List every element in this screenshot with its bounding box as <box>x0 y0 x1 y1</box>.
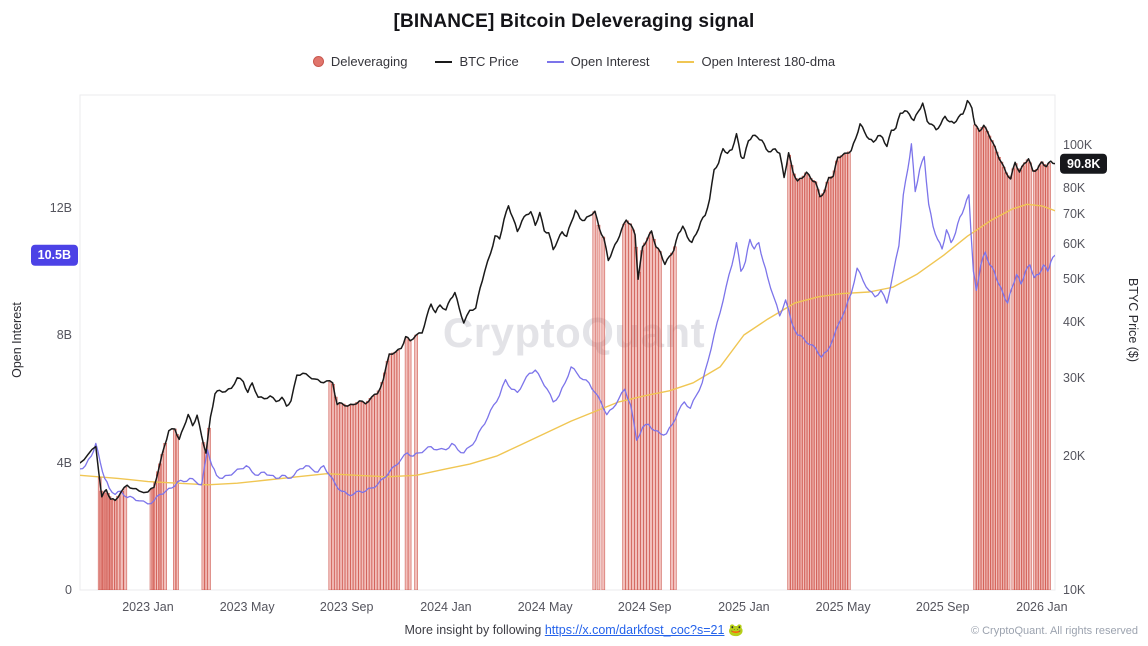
x-axis-tick-2023-jan: 2023 Jan <box>122 600 174 614</box>
deleveraging-bar <box>1006 175 1011 590</box>
series-btc-price <box>80 99 1055 502</box>
right-axis-tick-100K: 100K <box>1063 137 1093 152</box>
plot-frame <box>79 94 1056 591</box>
right-axis-tick-40K: 40K <box>1063 314 1086 329</box>
deleveraging-bar <box>376 390 381 590</box>
left-axis-tick-8B: 8B <box>56 327 72 342</box>
deleveraging-bar <box>592 211 597 590</box>
deleveraging-bar <box>655 247 659 590</box>
legend-item-open-interest-180-dma[interactable]: Open Interest 180-dma <box>677 54 835 69</box>
right-axis-tick-70K: 70K <box>1063 206 1086 221</box>
deleveraging-bar <box>119 490 124 590</box>
copyright-text: © CryptoQuant. All rights reserved <box>970 625 1138 637</box>
deleveraging-bar <box>160 454 164 590</box>
frog-emoji: 🐸 <box>727 623 744 637</box>
deleveraging-bar <box>123 486 128 590</box>
deleveraging-bar <box>625 220 629 590</box>
deleveraging-bar <box>649 231 653 590</box>
series-open-interest-180-dma <box>80 203 1055 486</box>
open-interest-marker-icon <box>546 60 564 63</box>
x-axis-tick-2023-sep: 2023 Sep <box>319 600 374 614</box>
deleveraging-bar <box>640 250 644 590</box>
deleveraging-bar <box>149 488 154 590</box>
x-axis-tick-2025-may: 2025 May <box>815 600 871 614</box>
deleveraging-bars <box>97 124 1051 590</box>
deleveraging-bar <box>116 495 120 590</box>
btc-price-marker-icon <box>435 60 453 63</box>
legend-label-btc-price: BTC Price <box>459 54 519 69</box>
deleveraging-bar <box>175 434 179 590</box>
open-interest-current-badge: 10.5B <box>30 245 78 266</box>
deleveraging-bar <box>652 239 656 590</box>
series-open-interest <box>80 143 1055 505</box>
x-axis-tick-2026-jan: 2026 Jan <box>1016 600 1068 614</box>
right-axis-tick-10K: 10K <box>1063 582 1086 597</box>
deleveraging-bar <box>407 339 412 590</box>
open-interest-180-dma-marker-icon <box>677 60 695 63</box>
left-axis-title: Open Interest <box>10 302 24 378</box>
x-axis-tick-2023-may: 2023 May <box>219 600 275 614</box>
deleveraging-bar <box>622 223 626 590</box>
x-axis-tick-2024-jan: 2024 Jan <box>420 600 472 614</box>
chart-legend: Deleveraging BTC Price Open Interest Open I… <box>0 54 1148 69</box>
deleveraging-bar <box>846 151 851 590</box>
legend-label-open-interest-180-dma: Open Interest 180-dma <box>701 54 836 69</box>
footer: More insight by following https://x.com/… <box>0 623 1148 638</box>
left-axis-tick-4B: 4B <box>56 455 72 470</box>
deleveraging-bar <box>1032 170 1037 590</box>
x-axis-tick-2024-may: 2024 May <box>517 600 573 614</box>
deleveraging-bar <box>634 246 638 590</box>
deleveraging-bar <box>669 252 674 590</box>
deleveraging-bar <box>414 334 418 590</box>
legend-item-btc-price[interactable]: BTC Price <box>435 54 519 69</box>
deleveraging-bar <box>404 337 409 590</box>
footer-link[interactable]: https://x.com/darkfost_coc?s=21 <box>544 623 725 637</box>
left-axis-tick-0: 0 <box>65 582 72 597</box>
deleveraging-bar <box>637 271 641 590</box>
left-axis-tick-12B: 12B <box>49 200 72 215</box>
deleveraging-bar <box>658 251 662 590</box>
deleveraging-bar <box>601 236 606 590</box>
series-lines <box>80 99 1055 505</box>
chart-title: [BINANCE] Bitcoin Deleveraging signal <box>393 11 755 32</box>
x-axis-tick-2025-sep: 2025 Sep <box>915 600 970 614</box>
deleveraging-bar <box>396 350 401 590</box>
deleveraging-marker-icon <box>312 56 324 67</box>
legend-item-open-interest[interactable]: Open Interest <box>546 54 650 69</box>
right-axis-tick-50K: 50K <box>1063 271 1086 286</box>
right-axis-tick-60K: 60K <box>1063 236 1086 251</box>
deleveraging-bar <box>1028 162 1032 590</box>
deleveraging-bar <box>1047 163 1051 590</box>
deleveraging-bar <box>643 242 647 590</box>
legend-label-deleveraging: Deleveraging <box>330 54 408 69</box>
x-axis-tick-2024-sep: 2024 Sep <box>617 600 672 614</box>
deleveraging-bar <box>163 442 167 590</box>
btc-price-current-badge: 90.8K <box>1060 153 1108 174</box>
legend-label-open-interest: Open Interest <box>570 54 650 69</box>
cryptoquant-watermark: CryptoQuant <box>442 309 706 356</box>
deleveraging-bar <box>596 224 601 590</box>
right-axis-tick-20K: 20K <box>1063 448 1086 463</box>
legend-item-deleveraging[interactable]: Deleveraging <box>312 54 408 69</box>
deleveraging-bar <box>646 237 650 590</box>
x-axis-tick-2025-jan: 2025 Jan <box>718 600 770 614</box>
right-axis-tick-80K: 80K <box>1063 180 1086 195</box>
footer-text: More insight by following <box>404 623 542 637</box>
right-axis-title: BTYC Price ($) <box>1126 277 1140 363</box>
right-axis-tick-30K: 30K <box>1063 370 1086 385</box>
deleveraging-bar <box>203 451 208 590</box>
